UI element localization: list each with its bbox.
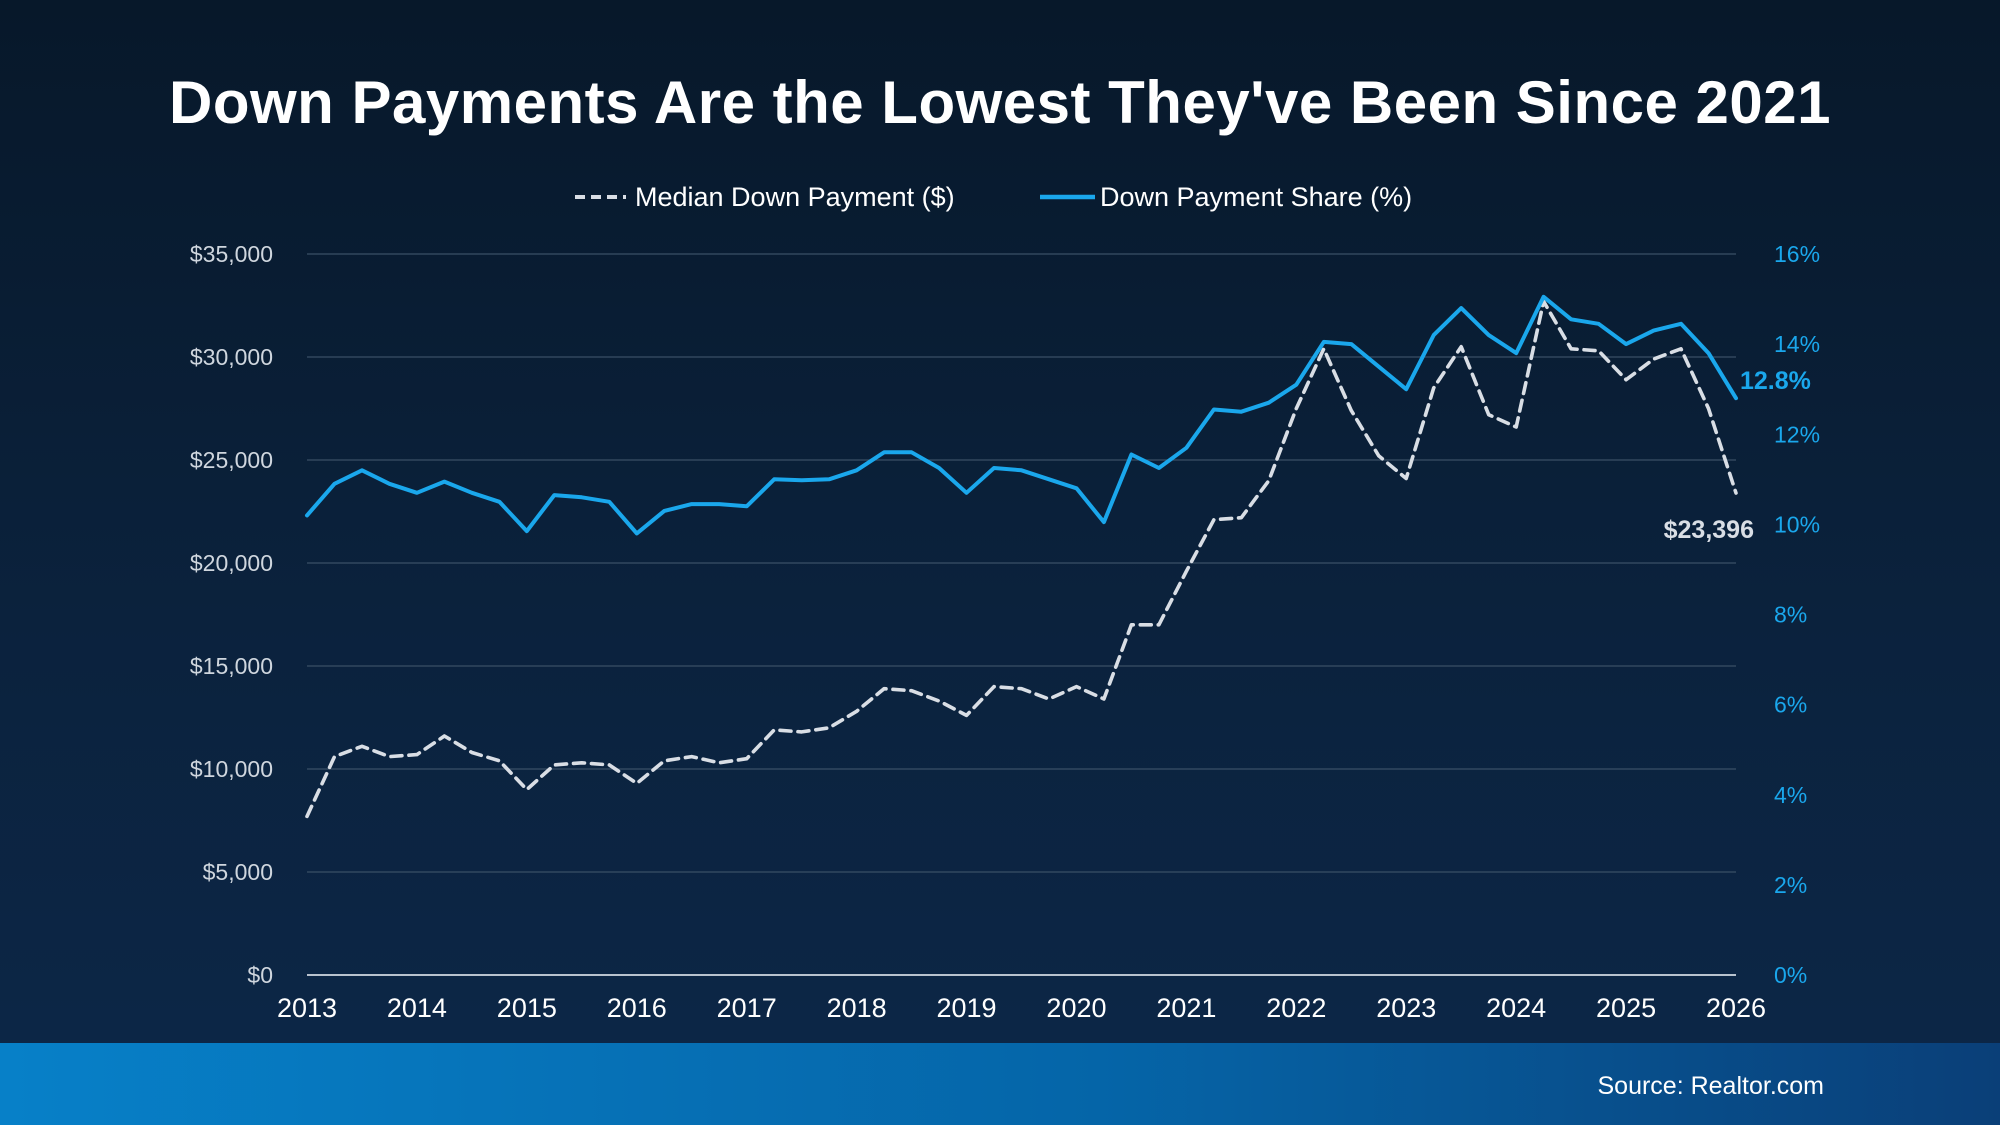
x-tick-label: 2021 [1156,993,1216,1023]
x-tick-label: 2015 [497,993,557,1023]
legend: Median Down Payment ($) Down Payment Shar… [575,182,1412,212]
x-tick-label: 2019 [936,993,996,1023]
footer-bar [0,1043,2000,1125]
right-tick-label: 6% [1774,692,1807,718]
right-tick-label: 8% [1774,602,1807,628]
right-tick-label: 10% [1774,511,1820,537]
chart-title: Down Payments Are the Lowest They've Bee… [169,69,1831,136]
down-payment-share-line [305,294,1738,536]
x-tick-label: 2016 [607,993,667,1023]
left-tick-label: $5,000 [203,859,273,885]
end-labels: $23,396 12.8% [1664,367,1811,544]
x-tick-label: 2020 [1046,993,1106,1023]
left-tick-label: $20,000 [190,550,273,576]
right-tick-label: 16% [1774,241,1820,267]
median-down-payment-end-label: $23,396 [1664,516,1754,544]
grid-lines [307,253,1736,976]
right-tick-label: 2% [1774,872,1807,898]
chart-series [305,294,1738,819]
x-axis: 2013 2014 2015 2016 2017 2018 2019 2020 2021 2022… [277,993,1766,1023]
left-tick-label: $30,000 [190,344,273,370]
median-down-payment-line [305,299,1738,819]
right-tick-label: 14% [1774,331,1820,357]
x-tick-label: 2014 [387,993,447,1023]
x-tick-label: 2018 [827,993,887,1023]
legend-label-down-payment-share: Down Payment Share (%) [1100,182,1412,212]
x-tick-label: 2023 [1376,993,1436,1023]
right-tick-label: 4% [1774,782,1807,808]
down-payment-share-end-label: 12.8% [1740,367,1811,395]
x-tick-label: 2013 [277,993,337,1023]
left-tick-label: $25,000 [190,447,273,473]
x-tick-label: 2025 [1596,993,1656,1023]
left-tick-label: $15,000 [190,653,273,679]
right-tick-label: 12% [1774,421,1820,447]
legend-label-median-down-payment: Median Down Payment ($) [635,182,955,212]
right-y-axis: 0% 2% 4% 6% 8% 10% 12% 14% 16% [1774,241,1820,988]
x-tick-label: 2017 [717,993,777,1023]
left-tick-label: $35,000 [190,241,273,267]
x-tick-label: 2022 [1266,993,1326,1023]
x-tick-label: 2026 [1706,993,1766,1023]
source-note: Source: Realtor.com [1597,1072,1825,1100]
left-y-axis: $0 $5,000 $10,000 $15,000 $20,000 $25,000 $30,… [190,241,273,988]
left-tick-label: $0 [247,962,273,988]
right-tick-label: 0% [1774,962,1807,988]
x-tick-label: 2024 [1486,993,1546,1023]
left-tick-label: $10,000 [190,756,273,782]
